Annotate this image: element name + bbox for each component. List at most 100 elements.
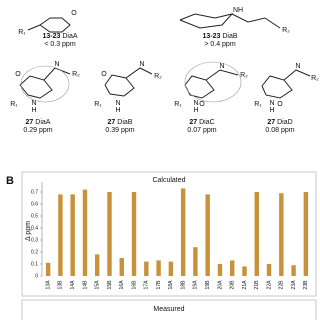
diastereomer: DiaB xyxy=(117,119,133,126)
x-tick-label: 22B xyxy=(279,280,285,290)
measured-panel xyxy=(21,299,317,320)
bar xyxy=(156,260,161,276)
structure-caption: 13-23 DiaA xyxy=(42,33,77,40)
atom-label: N xyxy=(139,61,144,68)
bar xyxy=(205,194,210,276)
structure-caption: 27 DiaD xyxy=(267,119,292,126)
bar xyxy=(193,247,198,276)
bar xyxy=(82,189,88,276)
atom-label: H xyxy=(193,107,198,114)
y-tick-label: 0.1 xyxy=(31,261,38,267)
bar xyxy=(279,193,284,276)
x-tick-label: 19A xyxy=(193,280,199,290)
compound-id: 27 xyxy=(108,119,116,126)
x-tick-label: 16B xyxy=(131,280,137,290)
bar xyxy=(119,258,124,276)
x-tick-label: 15A xyxy=(95,280,101,290)
atom-label: R₁ xyxy=(174,101,182,108)
bar xyxy=(95,254,100,276)
atom-label: N xyxy=(31,100,36,107)
x-tick-label: 20B xyxy=(230,280,236,290)
atom-label: H xyxy=(31,107,36,114)
bar xyxy=(131,192,137,276)
atom-label: O xyxy=(71,10,77,17)
bar xyxy=(242,266,247,276)
structure-caption: 13-23 DiaB xyxy=(202,33,237,40)
atom-label: N xyxy=(54,61,59,68)
atom-label: R₁ xyxy=(10,101,18,108)
y-tick-label: 0.7 xyxy=(31,189,38,195)
structure-caption: 27 DiaA xyxy=(26,119,51,126)
atom-label: R₁ xyxy=(18,29,26,36)
atom-label: R₂ xyxy=(240,72,248,79)
bar xyxy=(168,261,174,276)
x-tick-label: 21A xyxy=(242,280,248,290)
x-tick-label: 23B xyxy=(303,280,309,290)
structure-value: 0.07 ppm xyxy=(187,127,216,134)
atom-label: NH xyxy=(233,7,243,14)
compound-id: 13-23 xyxy=(42,33,60,40)
atom-label: N xyxy=(219,63,224,70)
x-tick-label: 13B xyxy=(58,280,64,290)
x-tick-label: 17B xyxy=(156,280,162,290)
chart-title: Calculated xyxy=(152,177,185,184)
y-tick-label: 0.3 xyxy=(31,237,38,243)
atom-label: R₂ xyxy=(154,73,162,80)
molecule-sketches xyxy=(19,13,311,103)
compound-id: 27 xyxy=(189,119,197,126)
bar xyxy=(107,192,112,276)
calculated-panel xyxy=(21,171,317,297)
structure-caption: 27 DiaC xyxy=(189,119,214,126)
bar xyxy=(45,262,51,276)
bar xyxy=(291,265,296,276)
x-tick-label: 13A xyxy=(45,280,51,290)
x-tick-label: 17A xyxy=(144,280,150,290)
atom-label: N xyxy=(295,63,300,70)
diastereomer: DiaC xyxy=(199,119,215,126)
compound-id: 27 xyxy=(267,119,275,126)
diastereomer: DiaA xyxy=(62,33,78,40)
x-tick-label: 14B xyxy=(82,280,88,290)
atom-label: H xyxy=(269,107,274,114)
atom-label: R₁ xyxy=(94,101,102,108)
bar xyxy=(303,192,309,276)
atom-label: O xyxy=(199,101,205,108)
x-tick-label: 23A xyxy=(291,280,297,290)
x-tick-label: 22A xyxy=(266,280,272,290)
bar xyxy=(180,188,186,276)
x-tick-label: 14A xyxy=(70,280,76,290)
bar xyxy=(70,194,75,276)
atom-label: N xyxy=(269,100,274,107)
y-tick-label: 0.6 xyxy=(31,201,38,207)
bar xyxy=(144,261,149,276)
atom-label: N xyxy=(193,100,198,107)
y-tick-label: 0.5 xyxy=(31,213,38,219)
structure-value: 0.08 ppm xyxy=(265,127,294,134)
compound-id: 27 xyxy=(26,119,34,126)
y-axis-label: Δ ppm xyxy=(25,221,32,241)
bar xyxy=(58,194,63,276)
bar xyxy=(217,264,223,276)
atom-label: O xyxy=(101,71,107,78)
y-tick-label: 0.2 xyxy=(31,249,38,255)
atom-label: R₂ xyxy=(311,75,319,82)
structure-value: 0.29 ppm xyxy=(23,127,52,134)
panel-label: B xyxy=(6,175,14,187)
structure-caption: 27 DiaB xyxy=(108,119,133,126)
compound-id: 13-23 xyxy=(202,33,220,40)
y-tick-label: 0 xyxy=(35,273,38,279)
measured-title: Measured xyxy=(153,306,184,313)
diastereomer: DiaA xyxy=(35,119,51,126)
structure-value: < 0.3 ppm xyxy=(44,41,75,48)
x-tick-label: 21B xyxy=(254,280,260,290)
structure-value: 0.39 ppm xyxy=(105,127,134,134)
x-tick-label: 15B xyxy=(107,280,113,290)
x-tick-label: 19B xyxy=(205,280,211,290)
structure-value: > 0.4 ppm xyxy=(204,41,235,48)
bar xyxy=(254,192,259,276)
bar xyxy=(230,260,235,276)
y-tick-label: 0.4 xyxy=(31,225,38,231)
atom-label: R₂ xyxy=(72,71,80,78)
